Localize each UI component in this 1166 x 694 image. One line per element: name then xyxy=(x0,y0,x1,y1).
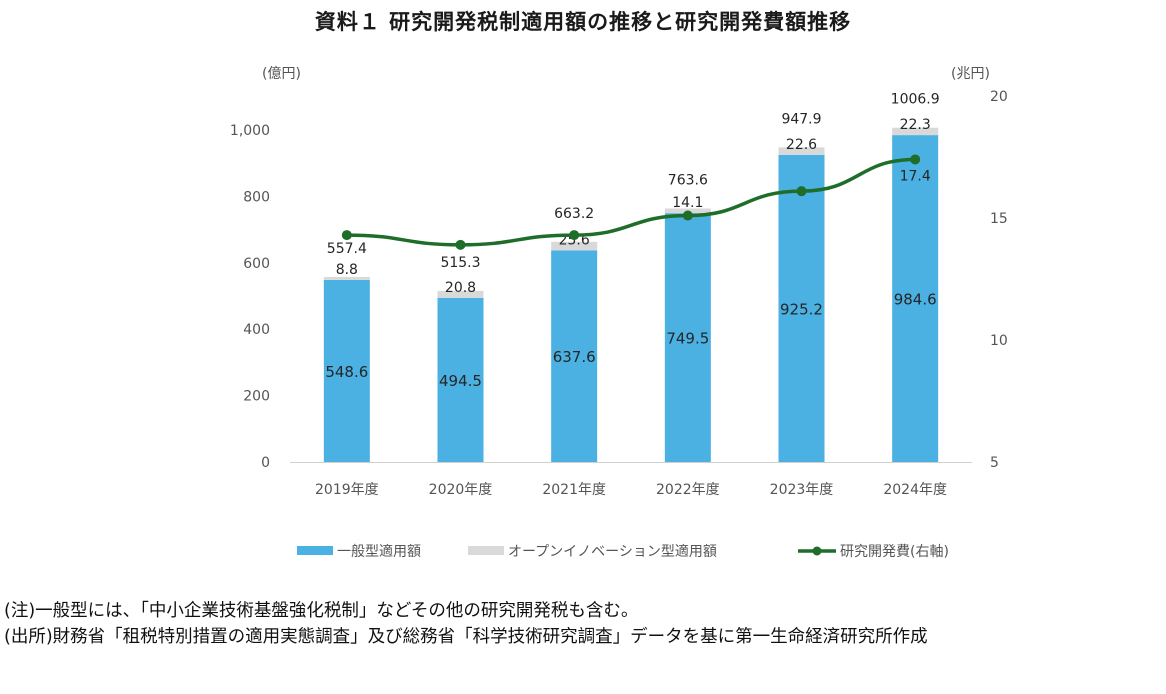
data-label-total: 663.2 xyxy=(554,206,594,222)
bar-open-innovation xyxy=(437,290,484,298)
data-label-open-innovation: 22.6 xyxy=(786,137,817,153)
x-tick-label: 2024年度 xyxy=(883,482,947,498)
left-axis-unit: (億円) xyxy=(262,66,301,82)
data-label-total: 763.6 xyxy=(668,172,708,188)
legend-swatch-general xyxy=(297,546,333,555)
data-label-open-innovation: 20.8 xyxy=(445,280,476,296)
left-tick-label: 200 xyxy=(243,389,270,405)
data-label-total: 557.4 xyxy=(327,241,367,257)
legend-swatch-rd-marker xyxy=(812,546,822,556)
bar-open-innovation xyxy=(323,276,370,280)
data-label-general: 749.5 xyxy=(666,330,709,348)
left-tick-label: 1,000 xyxy=(230,123,270,139)
rd-expense-point xyxy=(455,239,466,250)
bar-open-innovation xyxy=(778,147,825,155)
x-tick-label: 2021年度 xyxy=(542,482,606,498)
data-label-open-innovation: 22.3 xyxy=(900,117,931,133)
left-tick-label: 800 xyxy=(243,189,270,205)
bar-general xyxy=(778,154,825,462)
data-label-general: 984.6 xyxy=(894,291,937,309)
bar-general xyxy=(437,297,484,462)
data-label-total: 947.9 xyxy=(781,111,821,127)
rd-expense-point xyxy=(341,230,352,241)
data-label-general: 925.2 xyxy=(780,300,823,318)
right-axis-unit: (兆円) xyxy=(951,66,990,82)
legend-label-open-innovation: オープンイノベーション型適用額 xyxy=(508,543,717,560)
legend-label-general: 一般型適用額 xyxy=(337,543,421,560)
x-tick-label: 2020年度 xyxy=(429,482,493,498)
x-tick-label: 2019年度 xyxy=(315,482,379,498)
data-label-open-innovation: 14.1 xyxy=(672,195,703,211)
x-tick-label: 2023年度 xyxy=(770,482,834,498)
data-label-total: 1006.9 xyxy=(891,92,940,108)
chart-title: 資料１ 研究開発税制適用額の推移と研究開発費額推移 xyxy=(314,10,852,34)
data-label-general: 548.6 xyxy=(325,363,368,381)
note-text: (注)一般型には、「中小企業技術基盤強化税制」などその他の研究開発税も含む。 xyxy=(4,601,639,621)
right-tick-label: 20 xyxy=(990,89,1008,105)
data-label-general: 637.6 xyxy=(553,348,596,366)
rd-expense-label: 17.4 xyxy=(900,168,931,184)
right-tick-label: 15 xyxy=(990,211,1008,227)
rd-expense-point xyxy=(796,186,807,197)
bar-general xyxy=(551,250,598,462)
left-tick-label: 400 xyxy=(243,322,270,338)
right-tick-label: 5 xyxy=(990,455,999,471)
rd-expense-point xyxy=(569,230,580,241)
bar-open-innovation xyxy=(892,127,939,136)
data-label-general: 494.5 xyxy=(439,372,482,390)
data-label-total: 515.3 xyxy=(440,255,480,271)
right-tick-label: 10 xyxy=(990,333,1008,349)
data-label-open-innovation: 8.8 xyxy=(336,262,358,278)
rd-expense-line xyxy=(346,157,916,247)
bar-general xyxy=(892,135,939,462)
chart-svg: (億円) (兆円) 0 200 400 600 800 1,000 5 10 15 20 548.6 8.… xyxy=(230,66,1008,560)
bar-general xyxy=(664,213,711,462)
left-tick-label: 600 xyxy=(243,256,270,272)
source-text: (出所)財務省「租税特別措置の適用実態調査」及び総務省「科学技術研究調査」データ… xyxy=(4,627,928,647)
rd-expense-point xyxy=(682,210,693,221)
bar-general xyxy=(323,279,370,462)
left-tick-label: 0 xyxy=(261,455,270,471)
rd-expense-point xyxy=(910,154,921,165)
bar-open-innovation xyxy=(551,241,598,251)
legend-label-rd: 研究開発費(右軸) xyxy=(840,544,949,560)
x-tick-label: 2022年度 xyxy=(656,482,720,498)
legend-swatch-open-innovation xyxy=(468,546,504,555)
